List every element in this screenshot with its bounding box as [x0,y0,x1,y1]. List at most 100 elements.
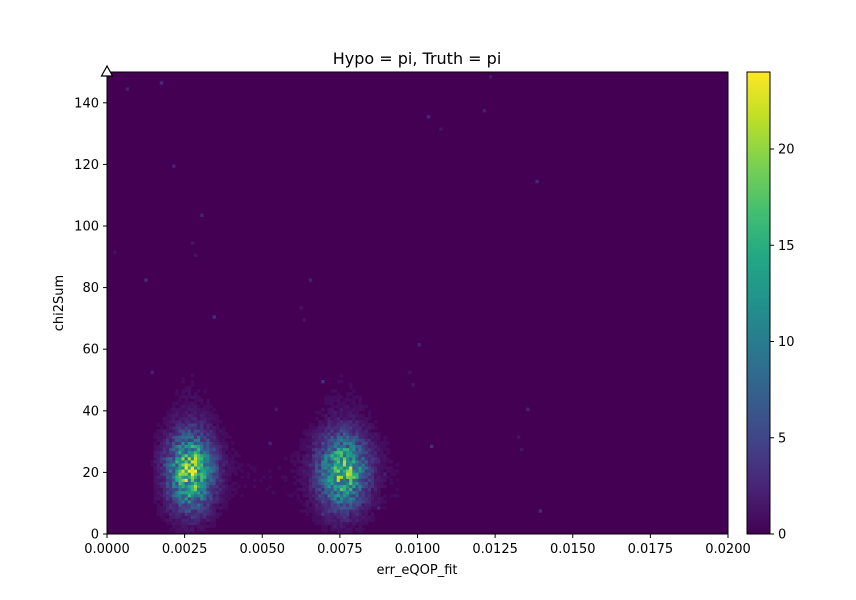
heatmap-cell [184,518,189,522]
heatmap-cell [315,453,319,458]
heatmap-cell [224,503,229,507]
heatmap-cell [187,524,192,529]
heatmap-cell [178,493,182,498]
heatmap-cell [336,493,341,498]
heatmap-cell [159,515,164,519]
heatmap-cell [203,524,207,529]
heatmap-cell [389,472,393,476]
heatmap-cell [162,490,167,495]
heatmap-cell [526,407,530,412]
heatmap-cell [184,429,189,433]
heatmap-cell [187,487,192,492]
heatmap-cell [209,463,213,467]
heatmap-cell [156,432,161,436]
heatmap-cell [364,484,369,489]
heatmap-cell [302,318,307,322]
heatmap-cell [346,435,350,439]
heatmap-cell [342,466,347,470]
heatmap-cell [377,484,381,489]
heatmap-cell [383,453,387,458]
heatmap-cell [349,509,353,513]
heatmap-cell [212,518,216,522]
heatmap-cell [190,493,195,498]
heatmap-cell [203,503,207,507]
heatmap-cell [318,438,322,442]
heatmap-cell [169,469,173,473]
heatmap-cell [318,460,322,464]
heatmap-cell [327,401,331,405]
heatmap-cell [377,475,381,479]
heatmap-cell [206,497,210,501]
heatmap-cell [175,432,179,436]
heatmap-cell [262,475,266,479]
heatmap-cell [339,432,344,436]
heatmap-cell [178,398,182,402]
heatmap-cell [352,444,356,449]
heatmap-cell [159,469,164,473]
heatmap-cell [308,460,313,464]
heatmap-cell [193,497,198,501]
heatmap-cell [358,518,362,522]
heatmap-cell [330,438,334,442]
heatmap-cell [349,527,353,532]
heatmap-cell [159,429,164,433]
heatmap-cell [321,450,325,455]
heatmap-cell [203,466,207,470]
heatmap-cell [156,506,161,510]
heatmap-cell [159,475,164,479]
heatmap-cell [231,460,235,464]
heatmap-cell [181,475,185,479]
heatmap-cell [166,444,170,449]
heatmap-cell [166,497,170,501]
heatmap-cell [252,466,257,470]
heatmap-cell [361,481,366,486]
heatmap-cell [367,416,372,421]
heatmap-cell [181,453,185,458]
heatmap-cell [370,463,375,467]
heatmap-cell [212,315,216,319]
heatmap-cell [336,426,341,430]
heatmap-cell [324,493,328,498]
heatmap-cell [190,438,195,442]
heatmap-cell [315,484,319,489]
heatmap-cell [392,493,397,498]
heatmap-cell [364,426,369,430]
heatmap-cell [324,530,328,535]
heatmap-cell [346,521,350,526]
heatmap-cell [377,435,381,439]
heatmap-cell [330,413,334,418]
heatmap-cell [346,407,350,412]
heatmap-cell [352,432,356,436]
heatmap-cell [184,404,189,409]
heatmap-cell [187,490,192,495]
heatmap-cell [215,469,220,473]
heatmap-cell [318,426,322,430]
heatmap-cell [318,429,322,433]
heatmap-cell [305,493,310,498]
heatmap-cell [172,416,176,421]
heatmap-cell [342,503,347,507]
heatmap-cell [305,450,310,455]
heatmap-cell [159,463,164,467]
heatmap-cell [342,475,347,479]
heatmap-cell [212,512,216,516]
heatmap-cell [318,515,322,519]
heatmap-cell [361,429,366,433]
heatmap-cell [358,512,362,516]
heatmap-cell [200,457,204,461]
heatmap-cell [395,469,400,473]
heatmap-cell [377,487,381,492]
heatmap-cell [386,447,390,452]
heatmap-cell [339,426,344,430]
heatmap-cell [296,497,300,501]
heatmap-cell [156,469,161,473]
heatmap-cell [302,466,307,470]
heatmap-cell [172,466,176,470]
heatmap-cell [162,438,167,442]
heatmap-cell [181,392,185,396]
heatmap-cell [367,481,372,486]
heatmap-cell [197,426,201,430]
heatmap-cell [311,475,316,479]
heatmap-cell [321,463,325,467]
heatmap-cell [184,490,189,495]
